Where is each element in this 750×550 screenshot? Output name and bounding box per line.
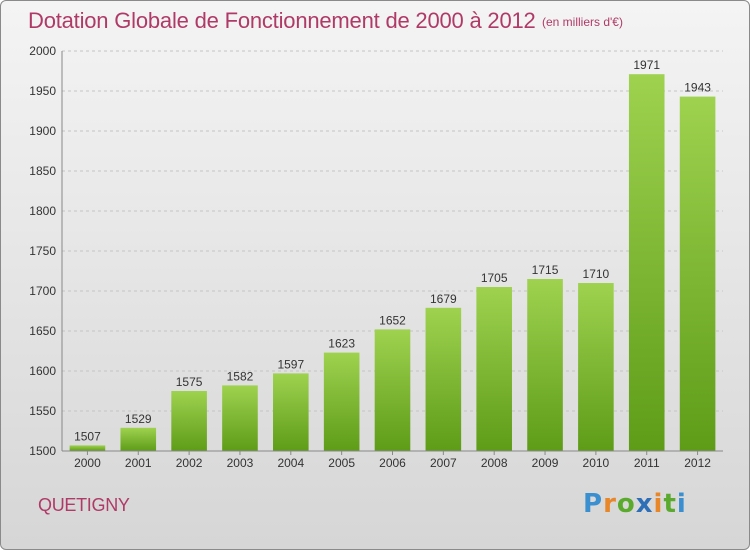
x-tick-label: 2002 (176, 456, 203, 470)
data-label: 1705 (481, 271, 508, 285)
bar (222, 385, 258, 451)
data-label: 1623 (328, 337, 355, 351)
x-tick-label: 2000 (74, 456, 101, 470)
y-tick-label: 1850 (29, 164, 56, 178)
chart-unit-note: (en milliers d'€) (542, 15, 623, 29)
proxiti-logo: Proxiti (583, 489, 687, 519)
x-tick-label: 2003 (227, 456, 254, 470)
bar (120, 427, 157, 451)
bar (273, 373, 309, 451)
y-tick-label: 1800 (29, 204, 56, 218)
x-tick-label: 2012 (684, 456, 711, 470)
bar (578, 283, 614, 451)
logo-letter: x (635, 489, 654, 519)
place-name: QUETIGNY (38, 495, 130, 515)
chart-title: Dotation Globale de Fonctionnement de 20… (28, 8, 536, 33)
bar (628, 74, 665, 451)
logo-letter: r (603, 489, 617, 519)
data-label: 1679 (430, 292, 457, 306)
x-tick-label: 2004 (277, 456, 304, 470)
x-tick-label: 2010 (583, 456, 610, 470)
bar (527, 279, 563, 451)
data-label: 1715 (532, 263, 559, 277)
data-label: 1971 (633, 58, 660, 72)
bar (476, 287, 512, 451)
data-label: 1652 (379, 313, 406, 327)
bar (374, 329, 411, 451)
y-tick-label: 1550 (29, 404, 56, 418)
y-tick-label: 1600 (29, 364, 56, 378)
bar (69, 445, 106, 451)
data-label: 1710 (583, 267, 610, 281)
data-label: 1582 (227, 369, 254, 383)
logo-letter: i (653, 489, 664, 519)
x-tick-label: 2001 (125, 456, 152, 470)
y-tick-label: 2000 (29, 44, 56, 58)
logo-letter: o (616, 489, 636, 519)
y-tick-label: 1900 (29, 124, 56, 138)
logo-letter: P (583, 489, 604, 519)
y-tick-label: 1500 (29, 444, 56, 458)
data-label: 1529 (125, 412, 152, 426)
x-tick-label: 2011 (634, 456, 660, 470)
x-tick-label: 2008 (481, 456, 508, 470)
y-tick-label: 1650 (29, 324, 56, 338)
bar (171, 391, 207, 451)
logo-letter: t (663, 489, 677, 519)
x-tick-label: 2009 (532, 456, 559, 470)
x-tick-label: 2007 (430, 456, 457, 470)
y-tick-label: 1750 (29, 244, 56, 258)
logo-letter: i (676, 489, 687, 519)
data-label: 1575 (176, 375, 203, 389)
data-label: 1507 (74, 429, 101, 443)
data-label: 1597 (277, 357, 304, 371)
x-tick-label: 2006 (379, 456, 406, 470)
y-tick-label: 1950 (29, 84, 56, 98)
bar (679, 96, 716, 451)
x-tick-label: 2005 (328, 456, 355, 470)
data-label: 1943 (684, 81, 711, 95)
bar (425, 307, 462, 451)
y-tick-label: 1700 (29, 284, 56, 298)
bar (323, 352, 360, 451)
